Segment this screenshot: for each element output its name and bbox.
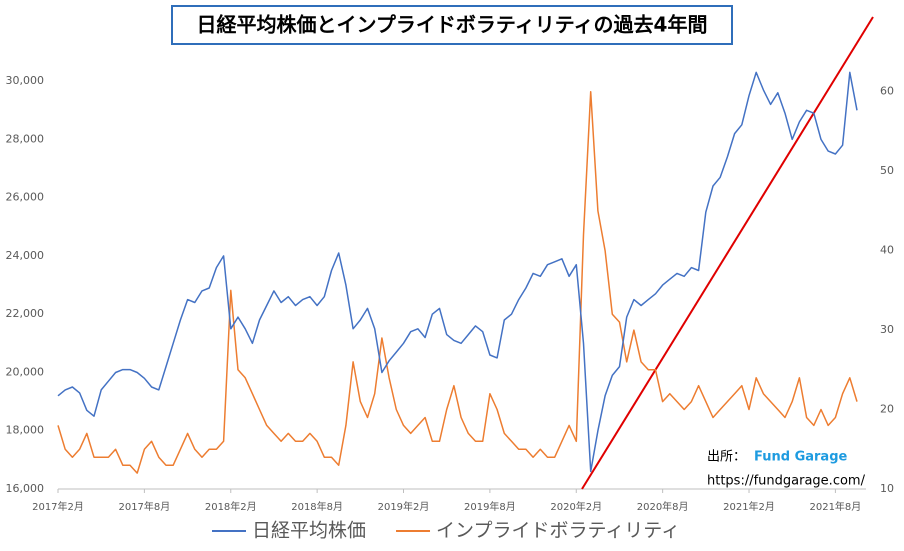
y2-tick-label: 30 bbox=[880, 323, 894, 336]
title-box bbox=[171, 5, 733, 45]
y-tick-label: 30,000 bbox=[6, 74, 45, 87]
trend-annotation bbox=[581, 16, 874, 490]
y2-tick-label: 50 bbox=[880, 164, 894, 177]
y-tick-label: 22,000 bbox=[6, 307, 45, 320]
y2-tick-label: 60 bbox=[880, 85, 894, 98]
y-tick-label: 16,000 bbox=[6, 482, 45, 495]
y-tick-label: 18,000 bbox=[6, 424, 45, 437]
source-url: https://fundgarage.com/ bbox=[707, 474, 866, 489]
legend-label: 日経平均株価 bbox=[252, 520, 366, 542]
x-tick-label: 2020年2月 bbox=[550, 500, 602, 513]
y2-tick-label: 20 bbox=[880, 403, 894, 416]
chart-title: 日経平均株価とインプライドボラティリティの過去4年間 bbox=[197, 13, 708, 37]
x-tick-label: 2020年8月 bbox=[637, 500, 689, 513]
x-tick-label: 2021年8月 bbox=[809, 500, 861, 513]
x-tick-label: 2019年8月 bbox=[464, 500, 516, 513]
y-tick-label: 20,000 bbox=[6, 365, 45, 378]
y2-tick-label: 10 bbox=[880, 482, 894, 495]
legend-label: インプライドボラティリティ bbox=[436, 520, 680, 542]
x-tick-label: 2018年8月 bbox=[291, 500, 343, 513]
source-name: Fund Garage bbox=[754, 450, 848, 465]
series-line bbox=[57, 71, 858, 473]
y-tick-label: 24,000 bbox=[6, 249, 45, 262]
x-tick-label: 2018年2月 bbox=[205, 500, 257, 513]
x-tick-label: 2021年2月 bbox=[723, 500, 775, 513]
source-label: 出所： bbox=[707, 450, 746, 465]
y-tick-label: 26,000 bbox=[6, 191, 45, 204]
y2-tick-label: 40 bbox=[880, 244, 894, 257]
series-line bbox=[57, 90, 858, 474]
y-tick-label: 28,000 bbox=[6, 132, 45, 145]
x-tick-label: 2017年2月 bbox=[32, 500, 84, 513]
x-tick-label: 2017年8月 bbox=[118, 500, 170, 513]
x-tick-label: 2019年2月 bbox=[378, 500, 430, 513]
